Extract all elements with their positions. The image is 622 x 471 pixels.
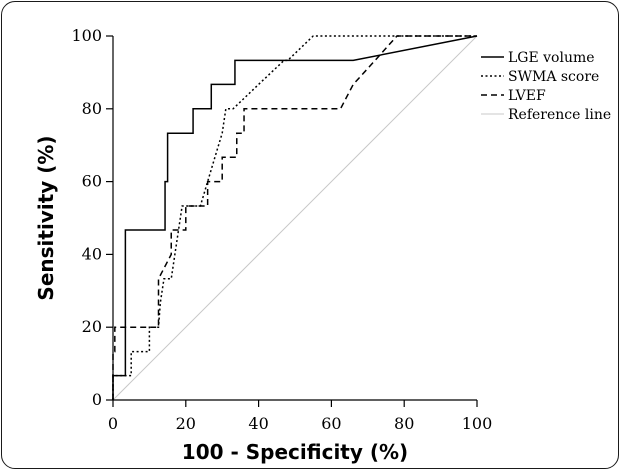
legend: LGE volume SWMA score LVEF Reference line xyxy=(481,50,611,123)
y-tick-label: 100 xyxy=(71,26,102,45)
x-tick-label: 80 xyxy=(394,414,414,433)
x-tick-label: 20 xyxy=(176,414,196,433)
legend-label-lvef: LVEF xyxy=(508,88,546,104)
x-axis-title: 100 - Specificity (%) xyxy=(182,440,408,464)
series-line-reference-line xyxy=(112,35,478,401)
series-line-lvef xyxy=(112,35,477,400)
y-axis-title: Sensitivity (%) xyxy=(34,135,58,300)
y-tick-label: 60 xyxy=(82,172,102,191)
y-tick-label: 20 xyxy=(82,317,102,336)
x-tick-label: 0 xyxy=(108,414,118,433)
y-tick-label: 80 xyxy=(82,99,102,118)
x-tick-label: 100 xyxy=(462,414,493,433)
plot-area xyxy=(112,35,478,401)
series-line-swma-score xyxy=(112,35,477,400)
series-line-lge-volume xyxy=(112,35,478,400)
y-tick-label: 0 xyxy=(92,390,102,409)
y-tick-label: 40 xyxy=(82,244,102,263)
x-tick-label: 40 xyxy=(248,414,268,433)
axes: 0 20 40 60 80 100 0 20 40 60 80 100 xyxy=(71,26,492,433)
legend-label-reference-line: Reference line xyxy=(508,107,611,123)
legend-label-swma-score: SWMA score xyxy=(508,69,599,85)
x-tick-label: 60 xyxy=(321,414,341,433)
legend-label-lge-volume: LGE volume xyxy=(508,50,595,66)
